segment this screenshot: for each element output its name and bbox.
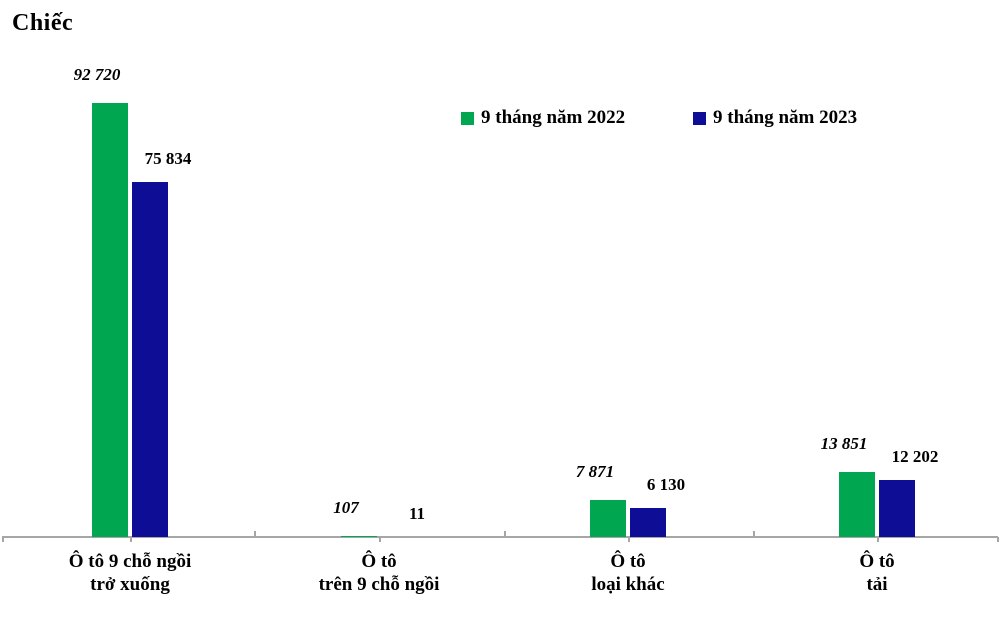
legend-item-2023: 9 tháng năm 2023 (693, 106, 857, 130)
bar-value-label: 12 202 (891, 446, 939, 466)
axis-tick (130, 537, 132, 542)
category-label-3: Ô tô loại khác (591, 551, 665, 595)
bar-value-label: 11 (408, 503, 426, 523)
bar-series1-cat1 (92, 103, 128, 537)
legend-label-2023: 9 tháng năm 2023 (713, 107, 858, 128)
bar-value-label: 92 720 (73, 65, 121, 84)
x-axis-line (2, 536, 998, 538)
axis-tick (254, 531, 256, 536)
legend-swatch-2022-icon (461, 111, 474, 125)
category-label-4: Ô tô tải (859, 551, 895, 595)
axis-unit-label: Chiếc (12, 10, 74, 36)
bar-value-label: 6 130 (646, 475, 686, 495)
legend: 9 tháng năm 2022 9 tháng năm 2023 (0, 106, 1000, 130)
axis-tick (997, 537, 999, 542)
axis-tick (504, 531, 506, 536)
axis-tick (753, 531, 755, 536)
bar-series2-cat1 (132, 182, 168, 537)
bar-value-label: 107 (333, 497, 359, 517)
legend-swatch-2023-icon (693, 111, 706, 125)
bar-value-label: 13 851 (820, 434, 868, 454)
bar-series1-cat4 (839, 472, 875, 537)
category-label-2: Ô tô trên 9 chỗ ngồi (318, 551, 440, 595)
axis-tick (628, 537, 630, 542)
bar-series1-cat2 (341, 535, 377, 537)
legend-item-2022: 9 tháng năm 2022 (461, 106, 625, 130)
axis-tick (2, 537, 4, 542)
bar-series1-cat3 (590, 500, 626, 537)
bar-series2-cat3 (630, 508, 666, 537)
bar-value-label: 7 871 (575, 462, 615, 482)
legend-label-2022: 9 tháng năm 2022 (481, 107, 626, 128)
bar-value-label: 75 834 (144, 149, 192, 169)
bar-series2-cat4 (879, 479, 915, 537)
axis-tick (877, 537, 879, 542)
category-label-1: Ô tô 9 chỗ ngồi trở xuống (68, 551, 192, 595)
axis-tick (379, 537, 381, 542)
